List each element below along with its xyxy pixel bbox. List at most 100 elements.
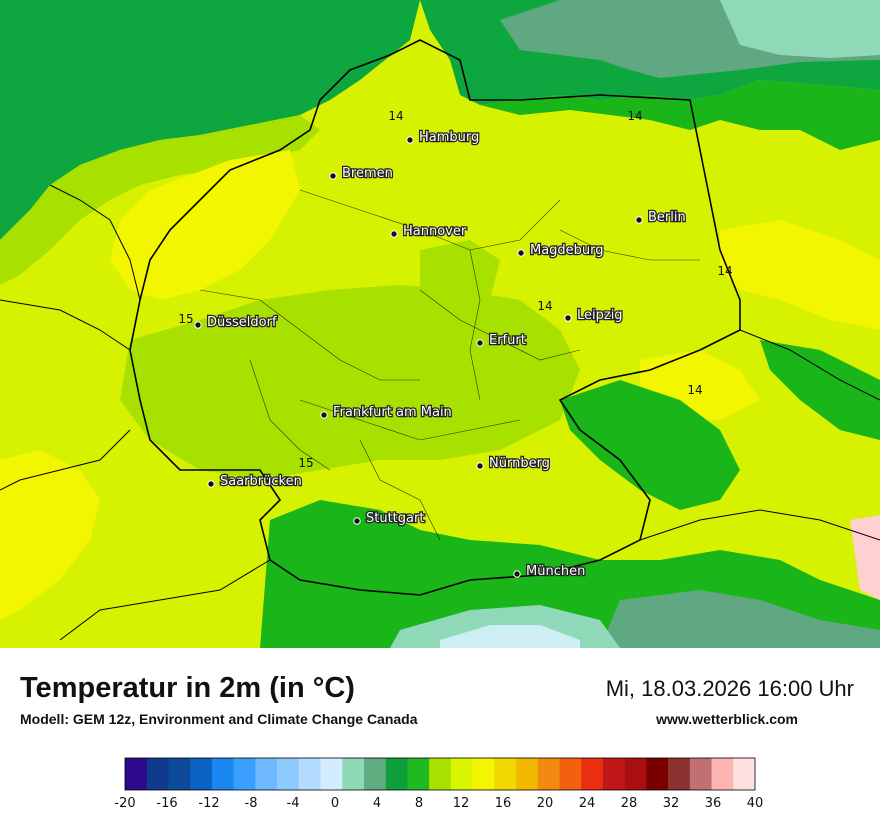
- warm-region-southwest: [0, 450, 100, 620]
- legend-swatch: [429, 758, 452, 790]
- legend-tick-label: 8: [415, 796, 423, 811]
- city-dot: [329, 172, 337, 180]
- legend-tick-label: 24: [579, 796, 596, 811]
- city-stuttgart: Stuttgart: [353, 510, 426, 527]
- legend-swatch: [602, 758, 625, 790]
- coastal-belt: [0, 115, 320, 285]
- city-n-rnberg: Nürnberg: [476, 455, 551, 472]
- city-dot: [353, 517, 361, 525]
- city-label: Nürnberg: [489, 456, 550, 471]
- city-erfurt: Erfurt: [476, 332, 527, 349]
- isotherm-labels: 14 14 14 15 14 14 15: [178, 109, 732, 470]
- legend-tick-label: 32: [663, 796, 680, 811]
- city-label: Frankfurt am Main: [333, 405, 452, 420]
- legend-swatch: [385, 758, 408, 790]
- legend-tick-label: -20: [114, 796, 135, 811]
- legend-swatch: [146, 758, 169, 790]
- legend-frame: [124, 757, 756, 791]
- legend-swatch: [363, 758, 386, 790]
- legend-swatch: [342, 758, 365, 790]
- legend-swatch: [211, 758, 234, 790]
- city-dot: [517, 249, 525, 257]
- isotherm-label: 14: [687, 383, 702, 397]
- city-hannover: Hannover: [390, 223, 468, 240]
- forecast-datetime: Mi, 18.03.2026 16:00 Uhr: [605, 676, 854, 701]
- border-netherlands: [49, 184, 141, 301]
- legend-swatch: [711, 758, 734, 790]
- legend-tick-label: 36: [705, 796, 722, 811]
- legend-swatch: [255, 758, 278, 790]
- isotherm-label: 14: [388, 109, 403, 123]
- city-magdeburg: Magdeburg: [517, 242, 605, 259]
- legend-tick-label: 0: [331, 796, 339, 811]
- legend-swatch: [733, 758, 756, 790]
- central-green2: [420, 240, 500, 310]
- north-sea: [0, 0, 420, 240]
- warm-region-east: [720, 220, 880, 330]
- legend-tick-label: 28: [621, 796, 638, 811]
- city-saarbr-cken: Saarbrücken: [207, 473, 303, 490]
- website-link[interactable]: www.wetterblick.com: [656, 711, 798, 727]
- legend-swatch: [668, 758, 691, 790]
- legend-swatch: [624, 758, 647, 790]
- legend-tick-label: -4: [287, 796, 300, 811]
- city-dot: [320, 411, 328, 419]
- legend-tick-label: -12: [198, 796, 219, 811]
- city-label: Erfurt: [489, 333, 526, 348]
- legend-swatch: [298, 758, 321, 790]
- legend-tick-label: 4: [373, 796, 381, 811]
- legend-swatch: [168, 758, 191, 790]
- legend-swatch: [494, 758, 517, 790]
- city-label: Düsseldorf: [207, 315, 277, 330]
- eastern-green2: [760, 340, 880, 440]
- footer: Temperatur in 2m (in °C) Modell: GEM 12z…: [0, 648, 880, 830]
- border-austria: [639, 509, 880, 541]
- city-dot: [194, 321, 202, 329]
- isotherm-label: 14: [537, 299, 552, 313]
- state-borders: [199, 189, 700, 541]
- legend-swatch: [320, 758, 343, 790]
- isotherm-label: 15: [298, 456, 313, 470]
- city-dot: [390, 230, 398, 238]
- legend-swatch: [125, 758, 148, 790]
- legend-tick-label: -8: [245, 796, 258, 811]
- city-hamburg: Hamburg: [406, 129, 481, 146]
- city-dot: [564, 314, 572, 322]
- city-dot: [513, 570, 521, 578]
- baltic-sea-light: [720, 0, 880, 58]
- city-frankfurt-am-main: Frankfurt am Main: [320, 404, 453, 421]
- city-dot: [635, 216, 643, 224]
- legend-swatch: [277, 758, 300, 790]
- city-label: Magdeburg: [530, 243, 604, 258]
- isotherm-label: 14: [627, 109, 642, 123]
- southeast-warm: [850, 515, 880, 600]
- city-dot: [406, 136, 414, 144]
- legend-swatch: [689, 758, 712, 790]
- germany-border: [129, 39, 741, 596]
- legend-swatch: [407, 758, 430, 790]
- legend-swatch: [472, 758, 495, 790]
- city-bremen: Bremen: [329, 165, 394, 182]
- legend-swatch: [537, 758, 560, 790]
- legend-tick-label: 12: [453, 796, 470, 811]
- city-label: Hamburg: [419, 130, 479, 145]
- legend-swatch: [559, 758, 582, 790]
- isotherm-label: 15: [178, 312, 193, 326]
- alps-pale: [440, 625, 580, 648]
- legend-swatch: [233, 758, 256, 790]
- city-label: Stuttgart: [366, 511, 424, 526]
- city-leipzig: Leipzig: [564, 307, 624, 324]
- legend-tick-label: -16: [156, 796, 177, 811]
- city-dot: [476, 339, 484, 347]
- legend-swatch: [450, 758, 473, 790]
- baltic-coast-green: [480, 80, 880, 150]
- city-berlin: Berlin: [635, 209, 687, 226]
- border-france: [0, 429, 131, 491]
- legend-swatch: [516, 758, 539, 790]
- eastern-green: [560, 380, 740, 510]
- city-label: München: [526, 564, 585, 579]
- city-label: Leipzig: [577, 308, 623, 323]
- city-label: Hannover: [403, 224, 467, 239]
- legend-swatch: [581, 758, 604, 790]
- model-info: Modell: GEM 12z, Environment and Climate…: [20, 711, 418, 727]
